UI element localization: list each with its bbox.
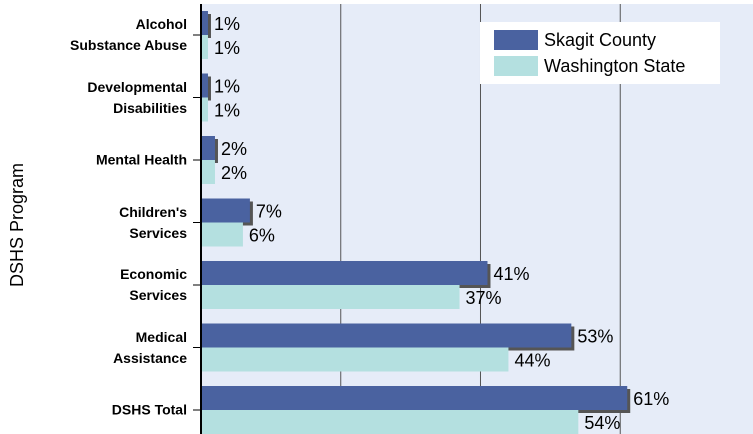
value-label: 1% — [214, 100, 240, 120]
bar — [201, 323, 572, 348]
value-label: 41% — [493, 264, 529, 284]
bar — [201, 347, 509, 372]
value-label: 1% — [214, 76, 240, 96]
y-tick-label: Alcohol Substance Abuse — [70, 16, 187, 53]
y-tick-label: DSHS Total — [111, 401, 187, 418]
value-label: 2% — [221, 163, 247, 183]
bar — [201, 73, 208, 98]
y-tick-label: Mental Health — [95, 151, 187, 168]
value-label: 37% — [466, 288, 502, 308]
y-tick-label: Developmental Disabilities — [87, 78, 187, 116]
bar — [201, 160, 215, 184]
legend-label: Washington State — [544, 56, 685, 76]
value-label: 2% — [221, 139, 247, 159]
bar — [201, 386, 628, 410]
legend-swatch — [494, 56, 538, 76]
value-label: 7% — [256, 201, 282, 221]
value-label: 53% — [577, 326, 613, 346]
bar — [201, 261, 488, 285]
bar — [201, 97, 208, 122]
value-label: 6% — [249, 225, 275, 245]
y-tick-label: Medical Assistance — [113, 328, 187, 366]
bar — [201, 222, 243, 247]
legend-label: Skagit County — [544, 30, 656, 50]
value-label: 54% — [584, 413, 620, 433]
y-axis-label: DSHS Program — [7, 163, 27, 287]
bar — [201, 285, 460, 309]
bar — [201, 198, 250, 223]
bar — [201, 11, 208, 35]
bar — [201, 136, 215, 160]
bar — [201, 410, 579, 434]
y-tick-label: Economic Services — [120, 266, 187, 303]
value-label: 44% — [514, 350, 550, 370]
legend-swatch — [494, 30, 538, 50]
y-tick-label: Children's Services — [119, 203, 187, 241]
value-label: 61% — [633, 389, 669, 409]
value-label: 1% — [214, 38, 240, 58]
value-label: 1% — [214, 14, 240, 34]
bar — [201, 35, 208, 59]
